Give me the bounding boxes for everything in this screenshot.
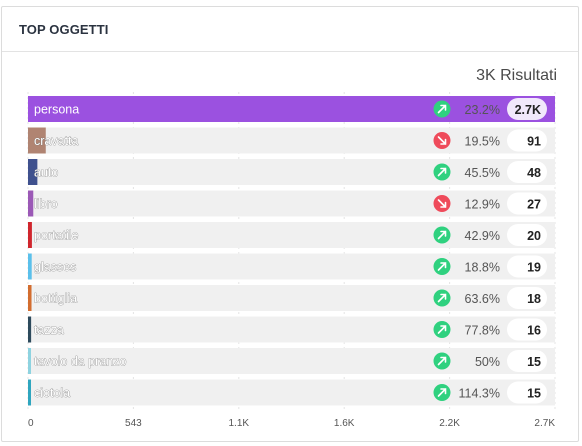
trend-down-icon bbox=[433, 195, 451, 212]
value-pill bbox=[507, 255, 547, 278]
bar-track bbox=[28, 127, 555, 154]
bar bbox=[28, 285, 32, 311]
x-tick-label: 1.1K bbox=[229, 418, 250, 429]
category-label: portatile bbox=[34, 229, 79, 243]
change-percent: 42.9% bbox=[465, 229, 500, 243]
change-percent: 23.2% bbox=[465, 103, 500, 117]
category-label: bottiglia bbox=[34, 292, 77, 306]
x-tick-label: 0 bbox=[28, 418, 34, 429]
category-label: cravatta bbox=[34, 134, 79, 148]
trend-up-icon bbox=[433, 258, 451, 275]
bar bbox=[28, 159, 38, 185]
bar-track bbox=[28, 159, 555, 185]
bar-track bbox=[28, 316, 555, 343]
change-percent: 18.8% bbox=[465, 261, 500, 275]
value-pill bbox=[507, 318, 547, 341]
bar bbox=[28, 190, 34, 217]
bar-track bbox=[28, 253, 555, 280]
value-label: 27 bbox=[527, 198, 541, 212]
value-pill bbox=[507, 129, 547, 152]
trend-up-icon bbox=[433, 226, 451, 244]
results-count: 3K Risultati bbox=[476, 67, 557, 84]
category-label: libro bbox=[34, 197, 58, 211]
bar-row[interactable]: tavolo da pranzo 50% 15 bbox=[28, 348, 555, 374]
bar bbox=[28, 222, 32, 248]
value-label: 91 bbox=[527, 135, 541, 149]
value-pill bbox=[507, 381, 547, 404]
category-label: persona bbox=[34, 103, 79, 117]
bar-track bbox=[28, 348, 555, 374]
category-label: tavolo da pranzo bbox=[34, 355, 126, 369]
bar bbox=[28, 379, 31, 406]
x-tick-label: 543 bbox=[125, 418, 142, 429]
x-tick-label: 2.2K bbox=[439, 418, 460, 429]
value-label: 2.7K bbox=[515, 103, 541, 117]
bar bbox=[28, 127, 46, 154]
panel-header: TOP OGGETTI bbox=[2, 7, 578, 52]
panel-title: TOP OGGETTI bbox=[19, 22, 109, 37]
value-label: 20 bbox=[527, 229, 541, 243]
bar-row[interactable]: auto 45.5% 48 bbox=[28, 159, 555, 185]
x-tick-label: 2.7K bbox=[534, 418, 555, 429]
bar-track bbox=[28, 379, 555, 406]
value-pill bbox=[507, 192, 547, 215]
x-tick-label: 1.6K bbox=[334, 418, 355, 429]
bar-row[interactable]: glasses 18.8% 19 bbox=[28, 253, 555, 280]
bar-row[interactable]: cravatta 19.5% 91 bbox=[28, 127, 555, 154]
trend-down-icon bbox=[433, 132, 451, 149]
bar bbox=[28, 348, 31, 374]
trend-up-icon bbox=[433, 289, 451, 307]
change-percent: 45.5% bbox=[465, 166, 500, 180]
bar-row[interactable]: persona 23.2% 2.7K bbox=[28, 96, 555, 122]
category-label: glasses bbox=[34, 260, 76, 274]
bar-track bbox=[28, 222, 555, 248]
change-percent: 63.6% bbox=[465, 292, 500, 306]
trend-up-icon bbox=[433, 352, 451, 370]
bar-row[interactable]: tazza 77.8% 16 bbox=[28, 316, 555, 343]
bar-row[interactable]: libro 12.9% 27 bbox=[28, 190, 555, 217]
value-pill bbox=[507, 350, 547, 372]
value-label: 15 bbox=[527, 387, 541, 401]
bar-row[interactable]: portatile 42.9% 20 bbox=[28, 222, 555, 248]
value-label: 16 bbox=[527, 324, 541, 338]
category-label: ciotola bbox=[34, 386, 70, 400]
value-pill bbox=[507, 287, 547, 309]
change-percent: 50% bbox=[475, 355, 500, 369]
value-pill bbox=[507, 161, 547, 183]
change-percent: 77.8% bbox=[465, 324, 500, 338]
value-label: 48 bbox=[527, 166, 541, 180]
bar bbox=[28, 253, 32, 280]
category-label: tazza bbox=[34, 323, 64, 337]
bar bbox=[28, 96, 555, 122]
change-percent: 114.3% bbox=[459, 387, 500, 401]
value-pill bbox=[507, 98, 547, 120]
bar-row[interactable]: ciotola 114.3% 15 bbox=[28, 379, 555, 406]
bar-track bbox=[28, 190, 555, 217]
change-percent: 19.5% bbox=[465, 135, 500, 149]
bar bbox=[28, 316, 32, 343]
value-pill bbox=[507, 224, 547, 246]
change-percent: 12.9% bbox=[465, 198, 500, 212]
bar-row[interactable]: bottiglia 63.6% 18 bbox=[28, 285, 555, 311]
trend-up-icon bbox=[433, 163, 451, 181]
trend-up-icon bbox=[433, 321, 451, 338]
trend-up-icon bbox=[433, 100, 451, 118]
value-label: 19 bbox=[527, 261, 541, 275]
value-label: 15 bbox=[527, 355, 541, 369]
trend-up-icon bbox=[433, 384, 451, 401]
value-label: 18 bbox=[527, 292, 541, 306]
category-label: auto bbox=[34, 166, 58, 180]
bar-track bbox=[28, 285, 555, 311]
